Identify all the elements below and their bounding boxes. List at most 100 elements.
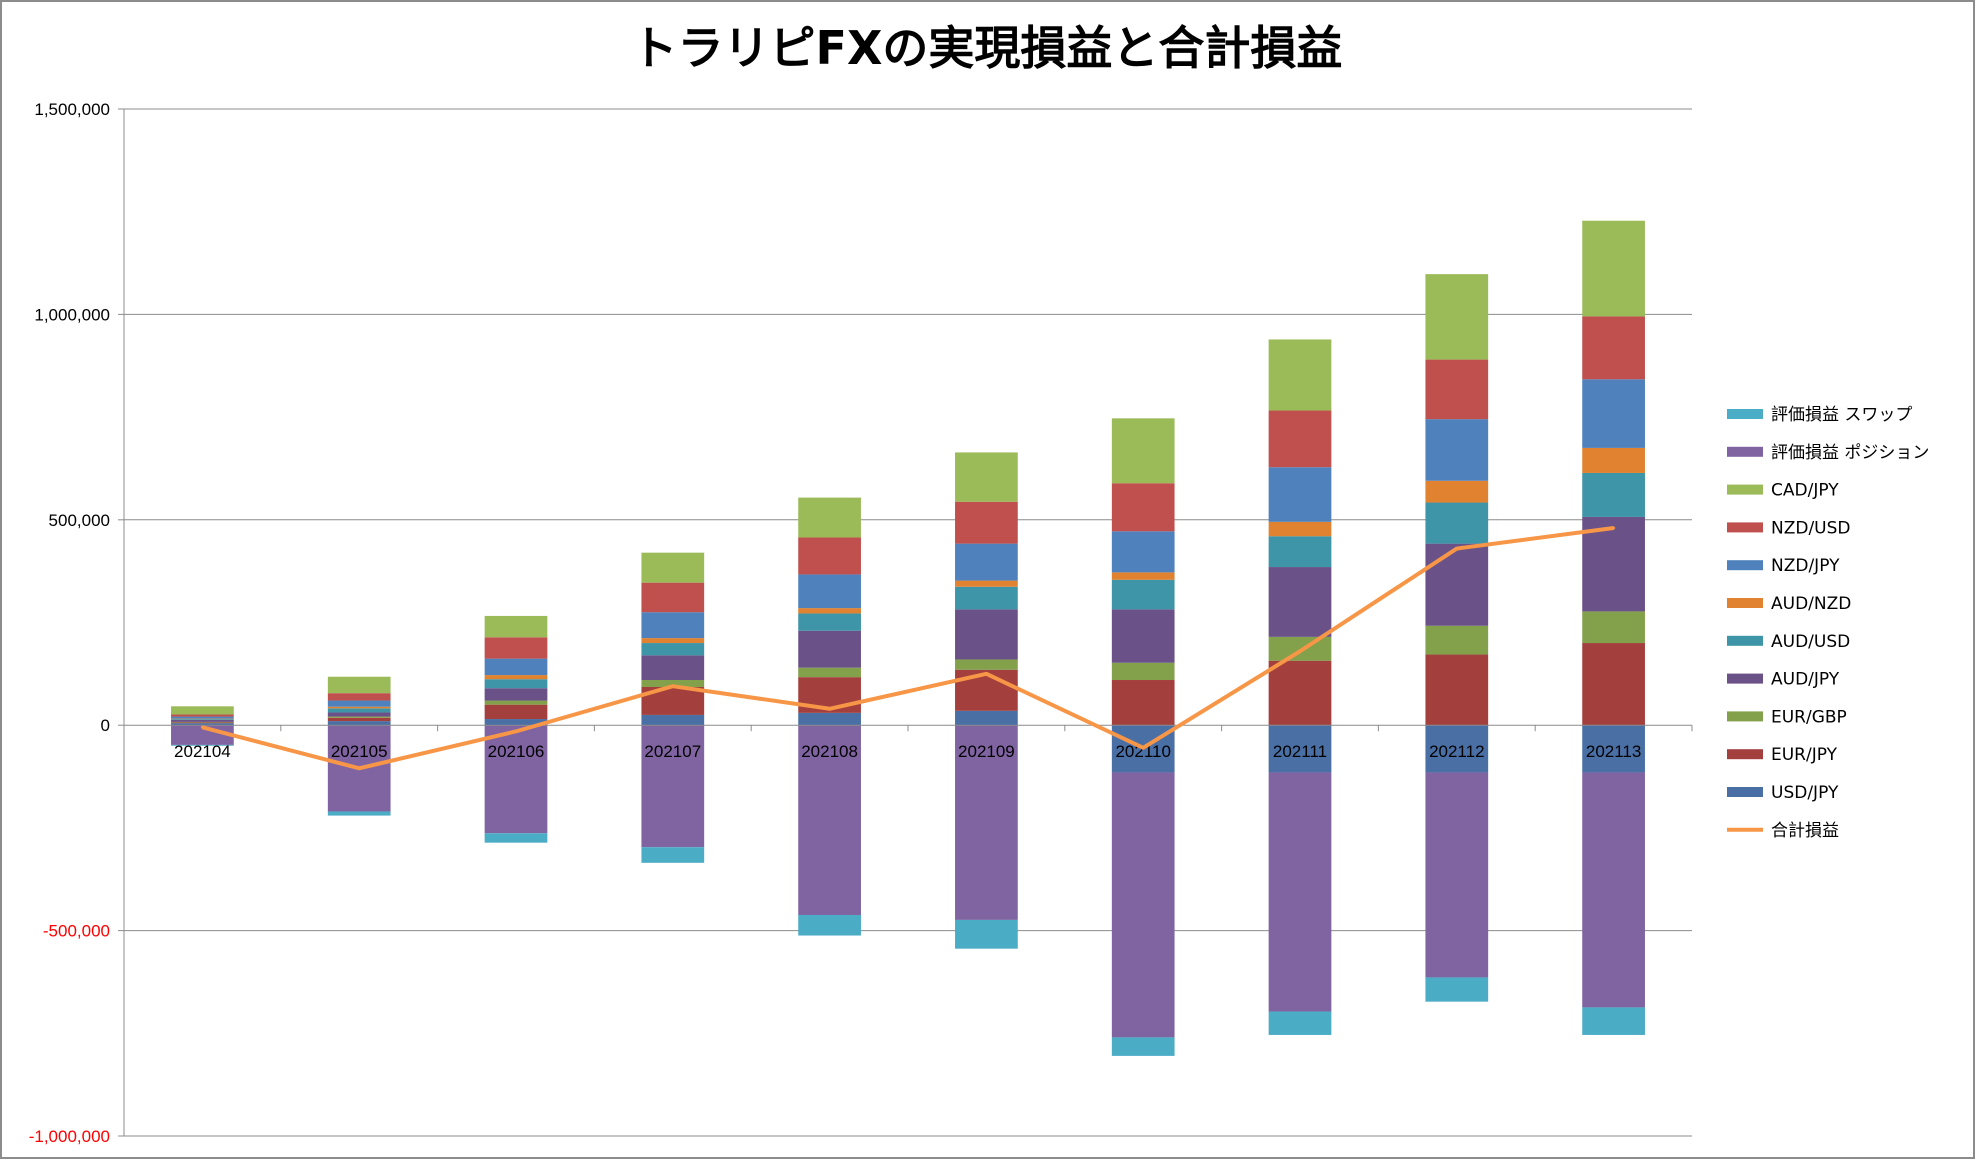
bar-segment: [798, 537, 861, 575]
x-tick-label: 202112: [1429, 742, 1484, 761]
bar-segment: [1425, 725, 1489, 773]
bar-segment: [1111, 1037, 1175, 1056]
bar-segment: [641, 655, 705, 681]
line-point: [1612, 526, 1616, 530]
line-total-pnl: [201, 526, 1614, 771]
bar-segment: [798, 667, 861, 678]
bar-segment: [1582, 725, 1645, 773]
y-tick-label: -500,000: [43, 922, 110, 941]
bar-segment: [327, 721, 391, 726]
bar-segment: [798, 725, 861, 915]
bar-segment: [1268, 636, 1332, 661]
bar-segment: [484, 675, 548, 680]
bar-segment: [171, 719, 234, 722]
legend-label: AUD/JPY: [1771, 670, 1840, 690]
bar-segment: [1425, 359, 1489, 420]
bar-segment: [1582, 611, 1645, 644]
x-tick-label: 202113: [1586, 742, 1641, 761]
legend-label: 合計損益: [1771, 821, 1839, 841]
bar-segment: [484, 679, 548, 689]
x-tick-label: 202108: [801, 742, 858, 761]
bar-segment: [1582, 772, 1645, 1008]
bar-segment: [1582, 447, 1645, 473]
x-tick-label: 202109: [958, 742, 1015, 761]
bar-segment: [1268, 467, 1332, 522]
bar-segment: [327, 712, 391, 717]
bar-segment: [327, 708, 391, 713]
bar-segment: [484, 700, 548, 705]
y-tick-label: 500,000: [49, 511, 110, 530]
bar-segment: [327, 676, 391, 694]
bar-segment: [171, 719, 234, 720]
bar-segment: [1582, 472, 1645, 517]
legend-swatch: [1727, 787, 1763, 797]
bar-segment: [955, 452, 1018, 502]
bar-segment: [1111, 662, 1175, 681]
bar-segment: [798, 497, 861, 538]
bar-segment: [171, 718, 234, 720]
x-tick-label: 202110: [1115, 742, 1170, 761]
x-tick-label: 202105: [331, 742, 388, 761]
bar-segment: [1425, 654, 1489, 726]
bar-segment: [327, 700, 391, 707]
bar-segment: [327, 811, 391, 816]
legend-label: NZD/JPY: [1771, 556, 1840, 576]
line-point: [828, 707, 832, 711]
bar-segment: [1582, 316, 1645, 380]
plot-area: 1,500,000 1,000,000 500,000 0 -500,000 -1,000…: [29, 100, 1693, 1146]
y-tick-label: 0: [101, 716, 110, 735]
legend-label: EUR/JPY: [1771, 745, 1838, 765]
bar-segment: [171, 722, 234, 724]
bar-segment: [1582, 643, 1645, 726]
y-tick-label: -1,000,000: [29, 1127, 110, 1146]
legend-label: AUD/USD: [1771, 632, 1850, 652]
bar-segment: [1268, 536, 1332, 568]
bar-segment: [484, 688, 548, 701]
bar-segment: [641, 714, 705, 726]
legend-swatch: [1727, 484, 1763, 495]
legend-label: USD/JPY: [1771, 783, 1839, 803]
bar-segment: [171, 716, 234, 719]
legend-swatch: [1727, 560, 1763, 571]
bar-segment: [171, 714, 234, 717]
y-tick-label: 1,000,000: [34, 305, 110, 324]
legend-label: CAD/JPY: [1771, 481, 1839, 501]
bar-segment: [1111, 609, 1175, 663]
bar-segment: [798, 712, 861, 726]
legend-swatch: [1727, 749, 1763, 760]
bar-segment: [641, 552, 705, 583]
line-point: [1141, 746, 1145, 750]
bar-segment: [1582, 1007, 1645, 1035]
legend-label: NZD/USD: [1771, 518, 1851, 538]
bar-segment: [327, 693, 391, 701]
bar-segment: [1425, 480, 1489, 503]
legend-swatch: [1727, 635, 1763, 646]
bar-segment: [1425, 625, 1489, 655]
bar-segment: [955, 919, 1018, 949]
bar-segment: [1111, 680, 1175, 726]
bar-segment: [641, 612, 705, 639]
bar-segment: [484, 658, 548, 676]
legend-label: AUD/NZD: [1771, 594, 1851, 614]
bar-segment: [798, 608, 861, 614]
bar-segment: [484, 704, 548, 720]
legend-label: 評価損益 スワップ: [1771, 405, 1912, 425]
line-point: [984, 672, 988, 676]
legend-swatch: [1727, 598, 1763, 608]
line-point: [200, 725, 204, 729]
bar-segment: [641, 680, 705, 687]
line-point: [1455, 547, 1459, 551]
bar-segment: [955, 580, 1018, 587]
legend-swatch: [1727, 409, 1763, 419]
bar-segment: [798, 630, 861, 668]
bar-segment: [1111, 483, 1175, 532]
x-tick-label: 202104: [174, 742, 231, 761]
bar-segment: [484, 725, 548, 834]
bar-segment: [955, 543, 1018, 581]
bar-segment: [955, 710, 1018, 726]
bar-segment: [641, 643, 705, 656]
bar-segment: [1268, 725, 1332, 773]
bar-segment: [955, 586, 1018, 610]
bar-segment: [1268, 772, 1332, 1012]
